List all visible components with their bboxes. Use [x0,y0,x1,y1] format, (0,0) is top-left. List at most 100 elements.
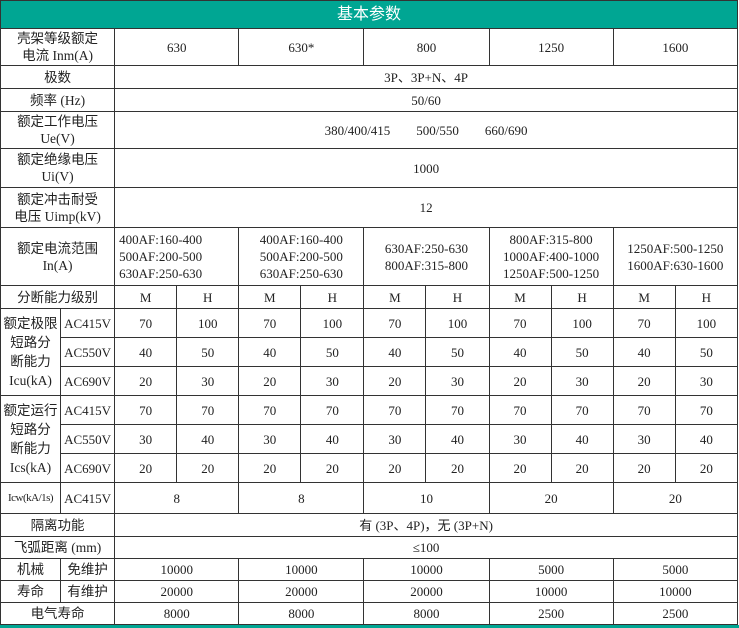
freq-value: 50/60 [114,88,738,112]
icu-label: 额定极限 短路分 断能力 Icu(kA) [0,308,62,396]
icu-value: 100 [674,308,739,338]
ics-value: 70 [238,395,302,425]
icu-value: 30 [176,366,240,396]
frame-value: 630* [238,28,365,66]
in-value: 1250AF:500-1250 1600AF:630-1600 [612,227,739,286]
table-row: 隔离功能 有 (3P、4P)，无 (3P+N) [0,513,738,537]
ics-voltage: AC550V [60,424,116,454]
icu-value: 100 [176,308,240,338]
icu-value: 40 [488,337,552,367]
level-m: M [612,285,676,309]
frame-value: 1250 [488,28,614,66]
table-row: 壳架等级额定 电流 Inm(A) 630 630* 800 1250 1600 [0,28,739,66]
mech-maint-value: 10000 [488,580,614,603]
table-row: 额定工作电压 Ue(V) 380/400/415 500/550 660/690 [0,111,738,149]
isolation-label: 隔离功能 [0,513,116,537]
elec-label: 电气寿命 [0,602,116,625]
ics-value: 70 [612,395,676,425]
level-m: M [114,285,178,309]
arc-value: ≤100 [114,536,738,559]
table-row: 寿命 有维护 20000 20000 20000 10000 10000 [0,580,739,603]
mech-free-value: 5000 [612,558,739,581]
icu-value: 50 [425,337,490,367]
ui-label: 额定绝缘电压 Ui(V) [0,148,116,188]
mech-label: 机械 [0,558,62,581]
icu-value: 20 [238,366,302,396]
table-row: 额定电流范围 In(A) 400AF:160-400 500AF:200-500 63… [0,227,739,286]
ics-value: 30 [238,424,302,454]
ics-value: 20 [425,453,490,483]
icu-voltage: AC550V [60,337,116,367]
ics-voltage: AC415V [60,395,116,425]
ics-value: 40 [674,424,739,454]
table-row: 额定运行 短路分 断能力 Ics(kA) AC415V 70 70 70 70 70 70 70 70 7… [0,395,739,483]
mech-maint-value: 10000 [612,580,739,603]
icu-value: 20 [114,366,178,396]
ics-label: 额定运行 短路分 断能力 Ics(kA) [0,395,62,483]
table-row: AC550V 40 50 40 50 40 50 40 50 40 50 [1,337,739,367]
level-h: H [674,285,739,309]
level-h: H [176,285,240,309]
ics-value: 70 [550,395,614,425]
ics-value: 20 [363,453,427,483]
icu-value: 50 [674,337,739,367]
in-value: 800AF:315-800 1000AF:400-1000 1250AF:500-1… [488,227,614,286]
ics-value: 70 [674,395,739,425]
icu-value: 100 [425,308,490,338]
ics-value: 70 [176,395,240,425]
frame-value: 1600 [612,28,739,66]
elec-value: 8000 [363,602,490,625]
elec-value: 2500 [612,602,739,625]
icu-value: 20 [612,366,676,396]
ics-value: 20 [114,453,178,483]
icw-value: 8 [238,482,365,514]
table-row: 飞弧距离 (mm) ≤100 [0,536,738,559]
icu-value: 50 [300,337,365,367]
ics-value: 70 [363,395,427,425]
icu-value: 70 [612,308,676,338]
icw-label: Icw(kA/1s) [0,482,62,514]
ics-value: 40 [550,424,614,454]
poles-label: 极数 [0,65,116,89]
icu-value: 70 [238,308,302,338]
icu-value: 50 [550,337,614,367]
poles-value: 3P、3P+N、4P [114,65,738,89]
level-m: M [238,285,302,309]
icu-value: 30 [300,366,365,396]
icu-value: 40 [114,337,178,367]
table-row: 额定绝缘电压 Ui(V) 1000 [0,148,738,188]
ics-value: 30 [612,424,676,454]
ics-value: 20 [488,453,552,483]
icu-value: 70 [363,308,427,338]
ics-value: 30 [363,424,427,454]
table-row: AC690V 20 20 20 20 20 20 20 20 20 20 [1,453,739,483]
table-row: 频率 (Hz) 50/60 [0,88,738,112]
icu-value: 30 [550,366,614,396]
frame-value: 630 [114,28,240,66]
icw-voltage: AC415V [60,482,116,514]
icu-voltage: AC415V [60,308,116,338]
isolation-value: 有 (3P、4P)，无 (3P+N) [114,513,738,537]
ics-section: 额定运行 短路分 断能力 Ics(kA) AC415V 70 70 70 70 70 70 70 70 7… [0,395,739,483]
in-label: 额定电流范围 In(A) [0,227,116,286]
icu-value: 20 [363,366,427,396]
in-value: 400AF:160-400 500AF:200-500 630AF:250-630 [114,227,240,286]
table-row: 极数 3P、3P+N、4P [0,65,738,89]
mech-maint-value: 20000 [114,580,240,603]
icw-value: 20 [488,482,614,514]
uimp-label: 额定冲击耐受 电压 Uimp(kV) [0,187,116,228]
elec-value: 8000 [238,602,365,625]
ics-value: 70 [300,395,365,425]
icu-value: 40 [363,337,427,367]
icw-value: 20 [612,482,739,514]
ics-value: 40 [300,424,365,454]
table-row: Icw(kA/1s) AC415V 8 8 10 20 20 [0,482,739,514]
ics-value: 30 [488,424,552,454]
icu-value: 30 [674,366,739,396]
ics-value: 20 [238,453,302,483]
mech-free-label: 免维护 [60,558,116,581]
ics-value: 20 [674,453,739,483]
ue-value: 380/400/415 500/550 660/690 [114,111,738,149]
